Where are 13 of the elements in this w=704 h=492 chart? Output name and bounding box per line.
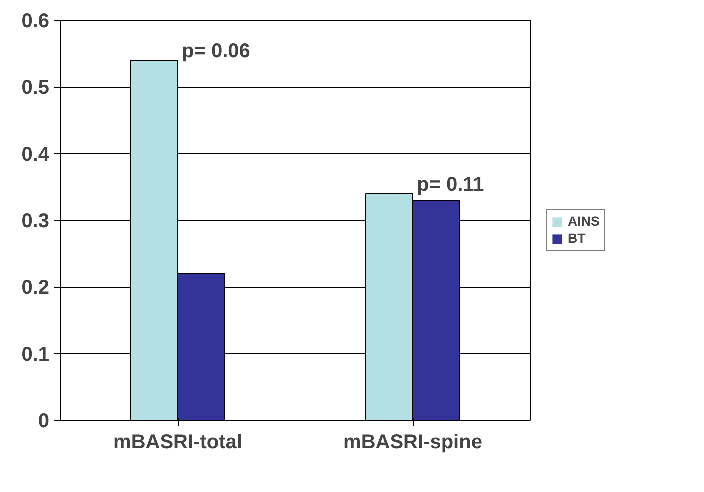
y-tick-label: 0.5 bbox=[22, 77, 50, 100]
y-tick-label: 0.6 bbox=[22, 10, 50, 32]
legend-label: BT bbox=[568, 231, 587, 246]
y-tick-label: 0.4 bbox=[22, 144, 50, 166]
annotation: p= 0.11 bbox=[417, 174, 484, 196]
x-tick-label: mBASRI-total bbox=[114, 432, 242, 454]
y-tick-label: 0.2 bbox=[22, 277, 50, 300]
x-tick-label: mBASRI-spine bbox=[344, 432, 482, 454]
legend-label: AINS bbox=[568, 214, 600, 229]
annotation: p= 0.06 bbox=[182, 40, 250, 62]
y-tick-label: 0.1 bbox=[22, 344, 50, 366]
y-tick-label: 0 bbox=[38, 410, 50, 432]
y-tick-label: 0.3 bbox=[22, 210, 50, 232]
